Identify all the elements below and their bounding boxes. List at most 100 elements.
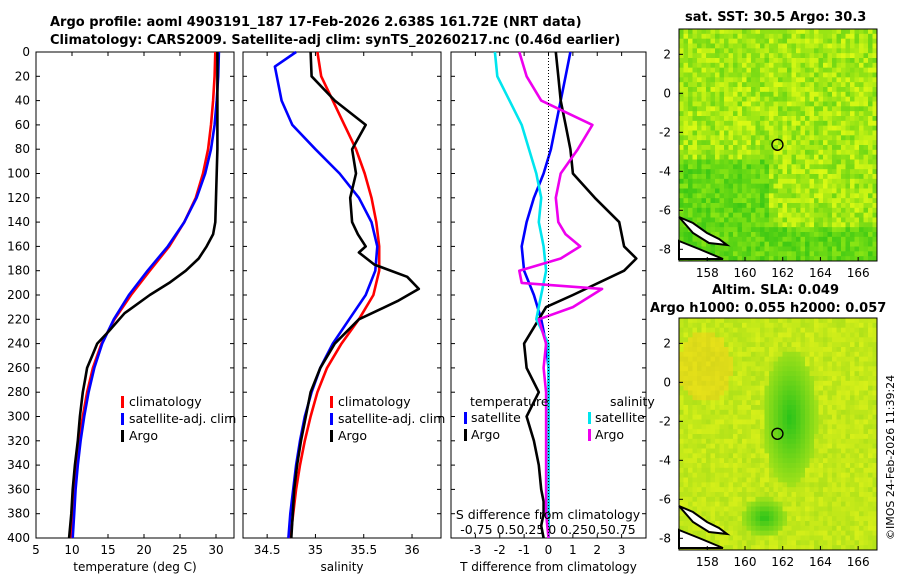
sst-map-cell [863,256,869,262]
sst-map-cell [818,67,824,73]
sla-map-cell [800,463,806,469]
sst-map-cell [814,135,819,141]
sst-map-cell [697,149,702,156]
sla-map-cell [787,545,792,551]
sst-map-cell [859,188,864,194]
sst-map-cell [854,106,860,112]
sst-map-cell [764,198,770,204]
sla-map-cell [787,390,792,396]
sla-map-cell [733,492,738,498]
sla-map-cell [706,477,711,483]
sst-map-cell [841,53,846,59]
sla-map-cell [814,516,819,522]
sst-map-cell [854,72,860,78]
sla-map-cell [773,521,779,527]
sst-map-cell [755,62,761,69]
sla-map-cell [827,322,833,329]
sla-map-cell [859,342,864,348]
sla-map-cell [679,482,684,488]
sst-map-cell [859,241,864,247]
sst-map-cell [679,53,684,59]
sla-map-cell [692,395,698,401]
sla-map-cell [733,521,738,527]
sla-map-cell [836,318,842,324]
sla-map-cell [863,482,869,488]
sst-map-cell [719,135,725,141]
sst-map-cell [814,101,819,107]
sla-map-cell [823,371,828,377]
sla-map-cell [715,322,720,329]
sst-map-cell [850,159,855,165]
sst-map-cell [814,193,819,199]
sst-map-cell [863,135,869,141]
sst-map-cell [742,91,747,98]
sla-map-cell [683,385,689,391]
salinity-profile-legend-label: Argo [338,428,367,443]
sla-map-cell [796,438,801,445]
sst-map-cell [809,222,815,228]
sst-map-cell [719,227,725,233]
sst-map-cell [728,82,734,88]
sst-map-cell [764,232,770,238]
sst-map-cell [782,140,788,146]
sst-map-cell [791,135,797,141]
sla-map-cell [827,438,833,445]
sst-map-cell [701,198,707,204]
sla-map-cell [728,463,734,469]
sst-map-cell [728,135,734,141]
sla-map-cell [692,506,698,512]
sst-map-cell [841,91,846,98]
sla-map-cell [737,371,743,377]
sst-map-cell [683,33,689,40]
sst-map-cell [773,174,779,180]
sst-map-cell [706,96,711,102]
sst-map-cell [850,82,855,88]
sst-map-cell [701,217,707,223]
sst-map-cell [863,246,869,252]
sla-map-cell [836,434,842,440]
sla-map-cell [701,414,707,420]
sst-map-cell [683,149,689,156]
sla-map-cell [854,540,860,546]
sla-map-cell [782,525,788,532]
sst-map-cell [841,116,846,122]
sst-map-cell [679,82,684,88]
sla-map-cell [733,453,738,459]
sla-map-cell [728,400,734,406]
sla-map-cell [688,380,693,387]
sla-map-cell [868,429,873,435]
sla-map-cell [728,380,734,387]
sla-map-cell [701,535,707,541]
sla-map-cell [823,400,828,406]
sst-map-cell [746,91,752,98]
sst-map-cell [751,169,756,175]
sst-map-cell [769,101,774,107]
sst-map-cell [688,43,693,49]
sla-map-cell [859,318,864,324]
sst-map-cell [746,48,752,54]
sla-map-cell [782,540,788,546]
sla-map-cell [710,337,716,343]
sla-map-cell [859,472,864,478]
sla-map-cell [823,506,828,512]
sst-map-cell [710,125,716,131]
sst-map-cell [773,33,779,40]
sla-map-cell [850,395,855,401]
sst-map-cell [859,67,864,73]
sla-map-cell [697,361,702,367]
sst-map-cell [760,154,765,160]
sla-map-cell [778,400,783,406]
sla-map-cell [683,337,689,343]
sla-map-cell [706,482,711,488]
sla-map-cell [823,525,828,532]
sst-map-cell [796,101,801,107]
sst-map-cell [800,58,806,64]
sla-map-cell [706,419,711,425]
sst-map-cell [832,106,837,112]
sst-map-cell [679,43,684,49]
sst-map-cell [791,145,797,151]
sst-map-cell [760,43,765,49]
sst-map-cell [863,183,869,189]
sst-map-cell [715,48,720,54]
sla-map-cell [733,482,738,488]
